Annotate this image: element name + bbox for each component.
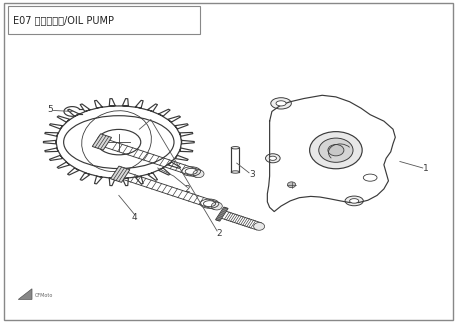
Text: 3: 3 [250, 170, 255, 179]
Text: 1: 1 [423, 164, 429, 173]
Ellipse shape [287, 182, 296, 188]
Ellipse shape [276, 101, 286, 106]
Polygon shape [111, 166, 130, 182]
Ellipse shape [211, 202, 222, 210]
Ellipse shape [269, 156, 276, 161]
Text: CFMoto: CFMoto [35, 293, 53, 298]
Ellipse shape [363, 174, 377, 181]
Ellipse shape [193, 170, 204, 178]
Text: 4: 4 [132, 213, 138, 222]
Text: 2: 2 [185, 185, 190, 194]
Text: 5: 5 [48, 105, 53, 114]
Text: 2: 2 [217, 229, 222, 238]
FancyBboxPatch shape [8, 6, 200, 34]
Text: E07 机油泵总成/OIL PUMP: E07 机油泵总成/OIL PUMP [13, 15, 114, 25]
Polygon shape [18, 289, 32, 299]
Ellipse shape [266, 154, 280, 163]
Ellipse shape [350, 199, 359, 203]
Ellipse shape [310, 132, 362, 169]
Polygon shape [216, 207, 228, 221]
Ellipse shape [231, 147, 239, 149]
Ellipse shape [328, 144, 344, 156]
Ellipse shape [271, 98, 292, 109]
Polygon shape [92, 134, 112, 150]
Ellipse shape [319, 138, 353, 162]
Ellipse shape [345, 196, 363, 206]
Ellipse shape [254, 223, 265, 230]
